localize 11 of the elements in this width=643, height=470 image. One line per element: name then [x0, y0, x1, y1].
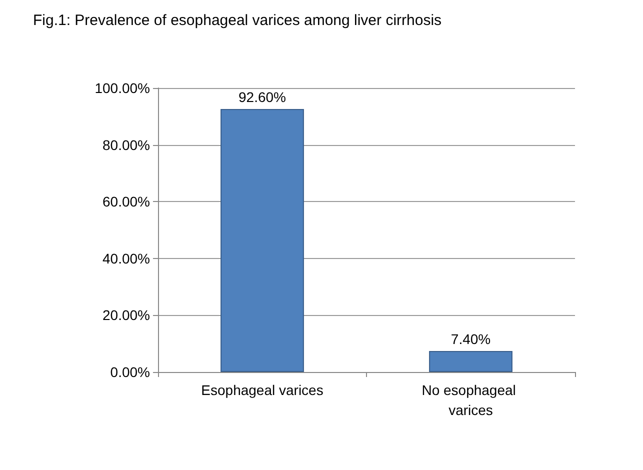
- y-tick-label: 40.00%: [102, 250, 150, 266]
- y-tick-label: 100.00%: [94, 80, 150, 96]
- data-label: 7.40%: [450, 330, 491, 347]
- chart-title: Fig.1: Prevalence of esophageal varices among liver cirrhosis: [33, 12, 442, 29]
- y-tick-label: 80.00%: [102, 136, 150, 153]
- data-label: 92.60%: [238, 89, 286, 106]
- y-tick-label: 20.00%: [102, 307, 150, 324]
- y-tick-label: 0.00%: [110, 364, 150, 380]
- y-tick-label: 60.00%: [102, 194, 150, 210]
- x-tick-label: Esophageal varices: [201, 382, 324, 398]
- x-tick-label: No esophageal varices: [422, 382, 520, 418]
